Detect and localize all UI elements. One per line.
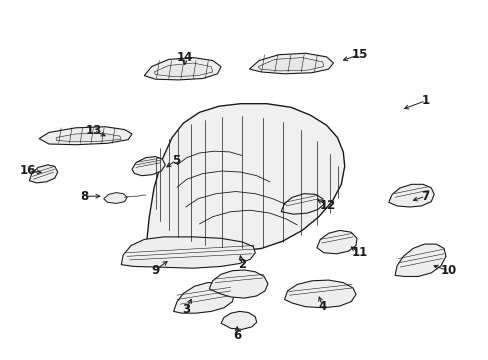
Text: 7: 7 bbox=[421, 190, 428, 203]
Text: 10: 10 bbox=[440, 264, 456, 277]
Polygon shape bbox=[249, 53, 333, 74]
Polygon shape bbox=[103, 193, 127, 203]
Polygon shape bbox=[39, 127, 132, 145]
Text: 6: 6 bbox=[233, 329, 241, 342]
Text: 11: 11 bbox=[350, 246, 367, 259]
Text: 2: 2 bbox=[238, 258, 245, 271]
Polygon shape bbox=[132, 157, 165, 176]
Polygon shape bbox=[209, 270, 267, 298]
Polygon shape bbox=[173, 283, 234, 313]
Text: 5: 5 bbox=[172, 154, 180, 167]
Polygon shape bbox=[258, 58, 323, 71]
Text: 3: 3 bbox=[182, 303, 189, 316]
Polygon shape bbox=[154, 63, 212, 77]
Polygon shape bbox=[388, 184, 433, 207]
Polygon shape bbox=[284, 280, 355, 308]
Polygon shape bbox=[281, 194, 323, 214]
Text: 13: 13 bbox=[85, 124, 102, 137]
Polygon shape bbox=[221, 311, 256, 329]
Text: 16: 16 bbox=[20, 165, 37, 177]
Polygon shape bbox=[121, 237, 255, 268]
Polygon shape bbox=[146, 104, 344, 251]
Polygon shape bbox=[29, 165, 58, 183]
Polygon shape bbox=[144, 58, 221, 80]
Text: 9: 9 bbox=[151, 264, 159, 276]
Polygon shape bbox=[56, 133, 121, 142]
Text: 1: 1 bbox=[421, 94, 428, 107]
Text: 4: 4 bbox=[318, 300, 326, 313]
Text: 12: 12 bbox=[319, 199, 335, 212]
Polygon shape bbox=[316, 230, 356, 254]
Text: 14: 14 bbox=[176, 51, 193, 64]
Text: 15: 15 bbox=[350, 48, 367, 61]
Text: 8: 8 bbox=[80, 190, 88, 203]
Polygon shape bbox=[394, 244, 445, 276]
